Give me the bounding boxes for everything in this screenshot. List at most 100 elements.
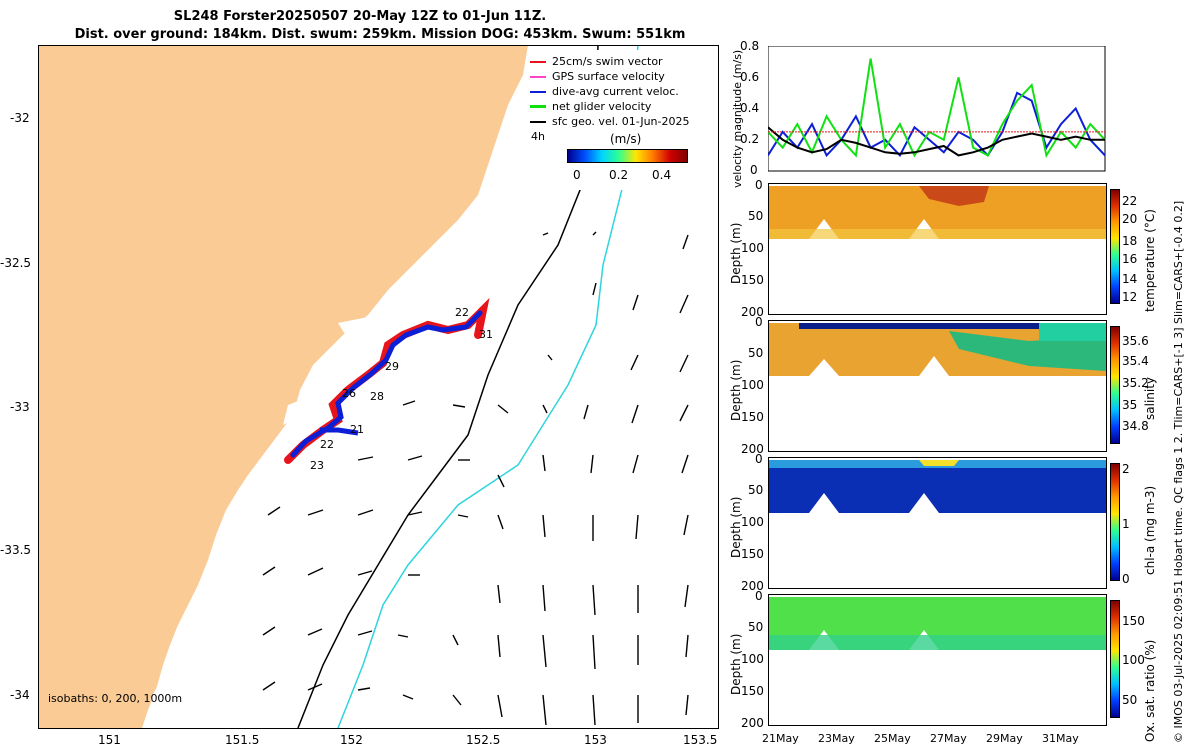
ox-cbar-tick: 150 xyxy=(1122,614,1145,628)
depth-label: Depth (m) xyxy=(729,633,743,695)
day-label: 29 xyxy=(385,360,399,373)
ox-cbar-tick: 100 xyxy=(1122,653,1145,667)
depth-label: Depth (m) xyxy=(729,222,743,284)
day-label: 31 xyxy=(479,328,493,341)
sal-cbar-tick: 35.2 xyxy=(1122,376,1149,390)
chla-cbar-tick: 2 xyxy=(1122,462,1130,476)
map-frame xyxy=(38,45,719,729)
time-tick: 29May xyxy=(986,732,1023,745)
depth-tick: 0 xyxy=(755,315,763,329)
estuary xyxy=(283,395,313,425)
geostrophic-velocity-arrows xyxy=(262,169,689,726)
depth-tick: 0 xyxy=(755,589,763,603)
legend-cbar-tick: 0.4 xyxy=(652,168,672,182)
vel-y-tick: 0.6 xyxy=(740,70,760,84)
map-y-tick: -34 xyxy=(10,688,30,702)
map-x-tick: 152 xyxy=(340,733,363,747)
map-x-tick: 151 xyxy=(98,733,121,747)
depth-label: Depth (m) xyxy=(729,496,743,558)
salinity-colorbar xyxy=(1110,326,1120,444)
velocity-plot xyxy=(768,46,1106,172)
legend-item: GPS surface velocity xyxy=(530,69,720,84)
legend-item: dive-avg current veloc. xyxy=(530,84,720,99)
map-x-tick: 153 xyxy=(584,733,607,747)
map-x-tick: 153.5 xyxy=(683,733,718,747)
temperature-colorbar xyxy=(1110,189,1120,304)
depth-tick: 200 xyxy=(741,716,764,730)
time-tick: 23May xyxy=(818,732,855,745)
temp-cbar-tick: 18 xyxy=(1122,234,1138,248)
depth-tick: 0 xyxy=(755,452,763,466)
temp-cbar-tick: 20 xyxy=(1122,212,1138,226)
legend-cbar-tick: 0 xyxy=(573,168,581,182)
sal-cbar-tick: 35.4 xyxy=(1122,354,1149,368)
time-tick: 27May xyxy=(930,732,967,745)
depth-tick: 50 xyxy=(748,209,764,223)
depth-tick: 100 xyxy=(741,515,764,529)
depth-tick: 150 xyxy=(741,410,764,424)
depth-tick: 50 xyxy=(748,346,764,360)
legend-item: 25cm/s swim vector xyxy=(530,54,720,69)
depth-tick: 150 xyxy=(741,273,764,287)
temp-cbar-tick: 22 xyxy=(1122,194,1138,208)
ox-cbar-tick: 50 xyxy=(1122,693,1138,707)
map-x-tick: 151.5 xyxy=(225,733,260,747)
depth-tick: 200 xyxy=(741,305,764,319)
land-area xyxy=(38,45,528,728)
depth-tick: 150 xyxy=(741,547,764,561)
estuary xyxy=(338,307,416,339)
depth-tick: 100 xyxy=(741,378,764,392)
chla-section xyxy=(768,457,1107,589)
isobaths-label: isobaths: 0, 200, 1000m xyxy=(48,692,183,705)
temp-label: temperature (°C) xyxy=(1143,209,1157,312)
map-x-tick: 152.5 xyxy=(466,733,501,747)
title-line1: SL248 Forster20250507 20-May 12Z to 01-J… xyxy=(173,9,547,24)
temp-cbar-tick: 14 xyxy=(1122,272,1138,286)
legend-swatch xyxy=(530,120,546,123)
legend-cbar-tick: 0.2 xyxy=(609,168,629,182)
sal-cbar-tick: 34.8 xyxy=(1122,419,1149,433)
day-label: 26 xyxy=(342,387,356,400)
time-tick: 25May xyxy=(874,732,911,745)
legend-swatch xyxy=(530,90,546,93)
map-y-tick: -32 xyxy=(10,111,30,125)
estuary xyxy=(150,680,173,700)
salinity-section xyxy=(768,320,1107,452)
depth-tick: 150 xyxy=(741,684,764,698)
map-legend: 25cm/s swim vector GPS surface velocity … xyxy=(530,54,720,129)
legend-item: sfc geo. vel. 01-Jun-2025 xyxy=(530,114,720,129)
legend-swatch xyxy=(530,105,546,108)
day-label: 28 xyxy=(370,390,384,403)
legend-box xyxy=(528,50,708,190)
day-label: 22 xyxy=(455,306,469,319)
oxygen-section xyxy=(768,594,1107,726)
depth-tick: 100 xyxy=(741,241,764,255)
chla-cbar-tick: 0 xyxy=(1122,572,1130,586)
depth-tick: 50 xyxy=(748,620,764,634)
legend-interval: 4h xyxy=(531,130,545,143)
sal-cbar-tick: 35.6 xyxy=(1122,334,1149,348)
temperature-section xyxy=(768,183,1107,315)
depth-tick: 100 xyxy=(741,652,764,666)
chla-label: chl-a (mg m-3) xyxy=(1143,485,1157,575)
depth-tick: 200 xyxy=(741,579,764,593)
depth-label: Depth (m) xyxy=(729,359,743,421)
day-label: 21 xyxy=(350,423,364,436)
temp-cbar-tick: 12 xyxy=(1122,290,1138,304)
sal-label: salinity xyxy=(1143,376,1157,420)
legend-units: (m/s) xyxy=(610,132,642,146)
velocity-series-line xyxy=(768,58,1106,159)
vel-y-tick: 0.4 xyxy=(740,101,760,115)
time-tick: 21May xyxy=(762,732,799,745)
legend-swatch xyxy=(530,75,546,78)
map-y-tick: -32.5 xyxy=(0,256,32,270)
oxygen-colorbar xyxy=(1110,600,1120,718)
map-y-tick: -33.5 xyxy=(0,543,32,557)
map-y-tick: -33 xyxy=(10,400,30,414)
vel-y-tick: 0.2 xyxy=(740,132,760,146)
glider-track xyxy=(284,297,490,464)
depth-tick: 0 xyxy=(755,178,763,192)
velocity-series-line xyxy=(768,126,1105,157)
vel-y-tick: 0 xyxy=(750,163,758,177)
title-line2: Dist. over ground: 184km. Dist. swum: 25… xyxy=(74,27,686,42)
